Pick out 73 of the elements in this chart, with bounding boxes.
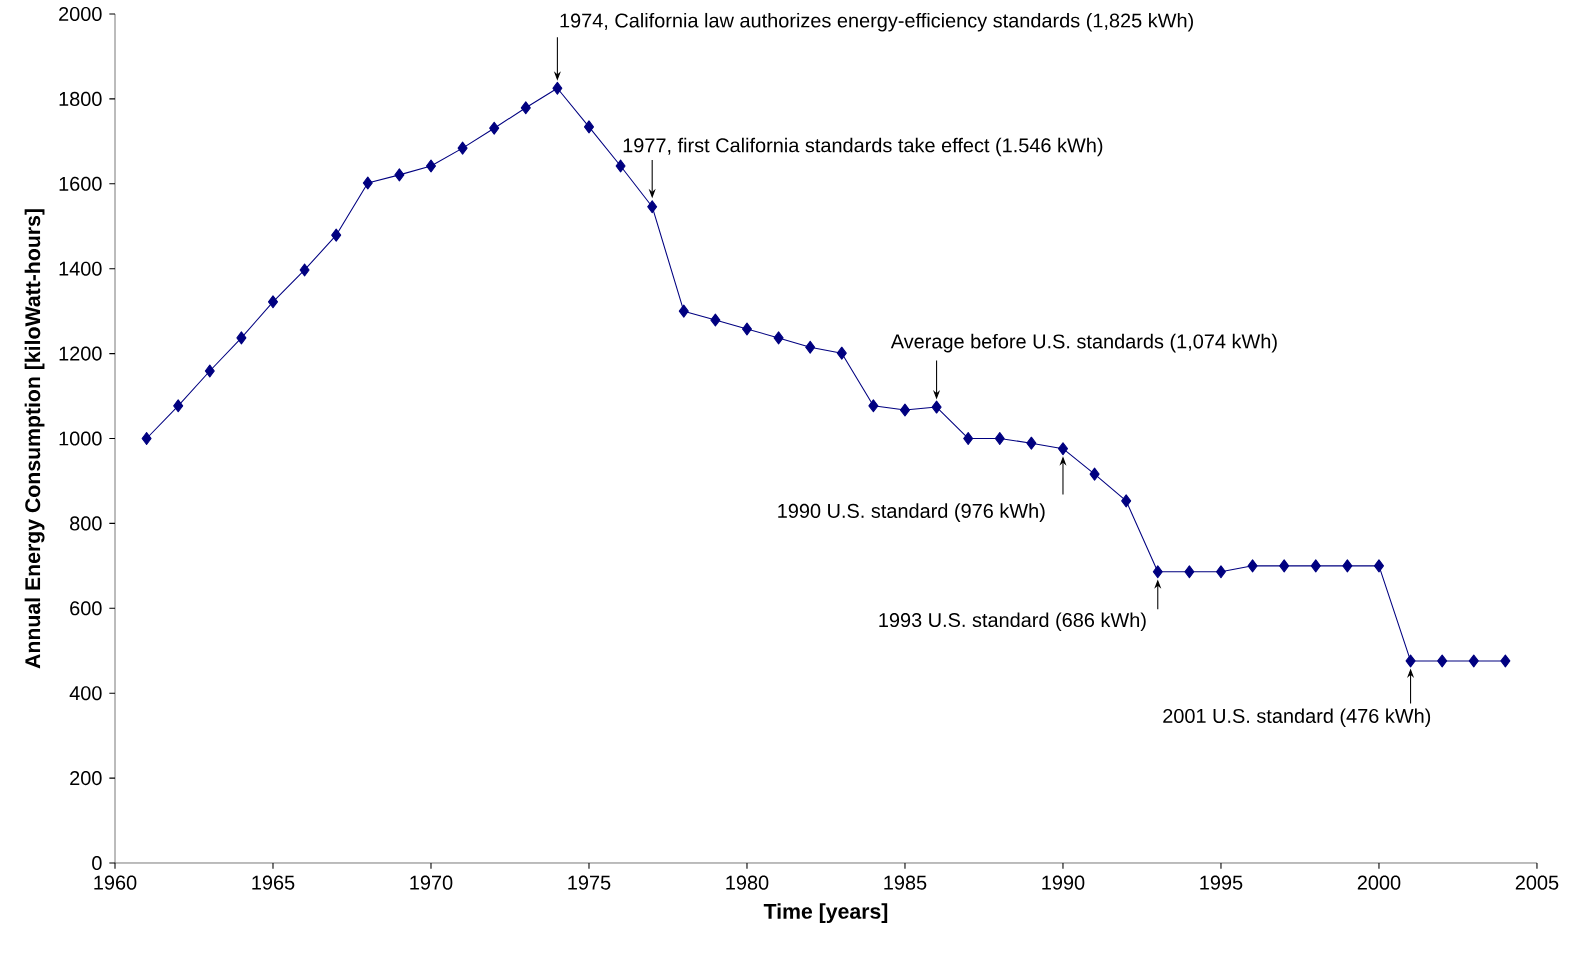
point bbox=[1089, 467, 1100, 481]
point bbox=[710, 313, 721, 327]
annotation: 1990 U.S. standard (976 kWh) bbox=[778, 503, 1045, 522]
point bbox=[1152, 565, 1163, 579]
point bbox=[204, 364, 215, 378]
point bbox=[362, 176, 373, 190]
y-axis-title: Annual Energy Consumption [kiloWatt-hours] bbox=[24, 209, 45, 669]
y-tick-label: 1800 bbox=[59, 91, 102, 106]
x-tick-label: 1965 bbox=[252, 875, 295, 890]
point bbox=[1215, 565, 1226, 579]
point bbox=[868, 399, 879, 413]
point bbox=[1342, 559, 1353, 573]
point bbox=[1121, 494, 1132, 508]
x-tick-label: 1975 bbox=[568, 875, 611, 890]
annotation: Average before U.S. standards (1,074 kWh) bbox=[890, 333, 1277, 353]
point bbox=[741, 322, 752, 336]
point bbox=[994, 431, 1005, 445]
x-tick-label: 2000 bbox=[1357, 875, 1401, 890]
point bbox=[836, 346, 847, 360]
point bbox=[520, 101, 531, 115]
point bbox=[805, 340, 816, 354]
annotation: 1977, first California standards take effect (1.546 kWh) bbox=[623, 137, 1103, 157]
x-axis-title: Time [years] bbox=[763, 903, 888, 924]
point bbox=[489, 121, 500, 135]
point bbox=[1468, 654, 1479, 668]
point bbox=[331, 228, 342, 242]
point bbox=[173, 399, 184, 413]
point bbox=[457, 141, 468, 155]
point bbox=[1279, 559, 1290, 573]
y-tick-label: 400 bbox=[69, 686, 102, 701]
point bbox=[773, 331, 784, 345]
point bbox=[236, 331, 247, 345]
point bbox=[394, 168, 405, 182]
point bbox=[1310, 559, 1321, 573]
y-tick-label: 1400 bbox=[59, 261, 102, 276]
point bbox=[647, 200, 658, 214]
point bbox=[299, 263, 310, 277]
point bbox=[1247, 559, 1258, 573]
y-tick-label: 1000 bbox=[59, 431, 102, 446]
point bbox=[267, 295, 279, 309]
y-tick-label: 1600 bbox=[59, 176, 102, 191]
annotation: 1993 U.S. standard (686 kWh) bbox=[879, 612, 1146, 631]
x-tick-label: 1995 bbox=[1200, 875, 1243, 890]
x-tick-label: 2005 bbox=[1515, 875, 1559, 890]
x-tick-label: 1970 bbox=[410, 875, 453, 890]
point bbox=[141, 431, 152, 445]
annotation: 2001 U.S. standard (476 kWh) bbox=[1163, 708, 1431, 727]
annotation: 1974, California law authorizes energy-efficiency standards (1,825 kWh) bbox=[560, 12, 1193, 32]
x-tick-label: 1985 bbox=[884, 875, 927, 890]
y-tick-label: 2000 bbox=[59, 6, 102, 22]
point bbox=[963, 431, 974, 445]
point bbox=[583, 120, 594, 134]
point bbox=[899, 403, 910, 417]
y-tick-label: 0 bbox=[92, 855, 102, 871]
point bbox=[1057, 442, 1068, 456]
y-tick-label: 200 bbox=[70, 771, 102, 786]
y-tick-label: 1200 bbox=[59, 346, 102, 361]
point bbox=[678, 304, 689, 318]
point bbox=[425, 159, 436, 173]
y-tick-label: 800 bbox=[70, 516, 102, 531]
x-tick-label: 1990 bbox=[1042, 875, 1085, 890]
point bbox=[1373, 559, 1384, 573]
point bbox=[1026, 436, 1037, 450]
point bbox=[615, 159, 626, 173]
point bbox=[1184, 565, 1195, 579]
point bbox=[1437, 654, 1448, 668]
x-tick-label: 1980 bbox=[726, 875, 769, 890]
point bbox=[931, 400, 942, 414]
x-tick-label: 1960 bbox=[94, 875, 137, 890]
point bbox=[1500, 654, 1511, 668]
y-tick-label: 600 bbox=[70, 601, 102, 616]
point bbox=[1405, 654, 1416, 668]
point bbox=[552, 81, 563, 95]
